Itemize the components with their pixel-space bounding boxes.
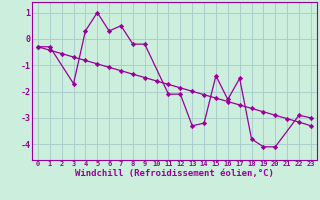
X-axis label: Windchill (Refroidissement éolien,°C): Windchill (Refroidissement éolien,°C) bbox=[75, 169, 274, 178]
